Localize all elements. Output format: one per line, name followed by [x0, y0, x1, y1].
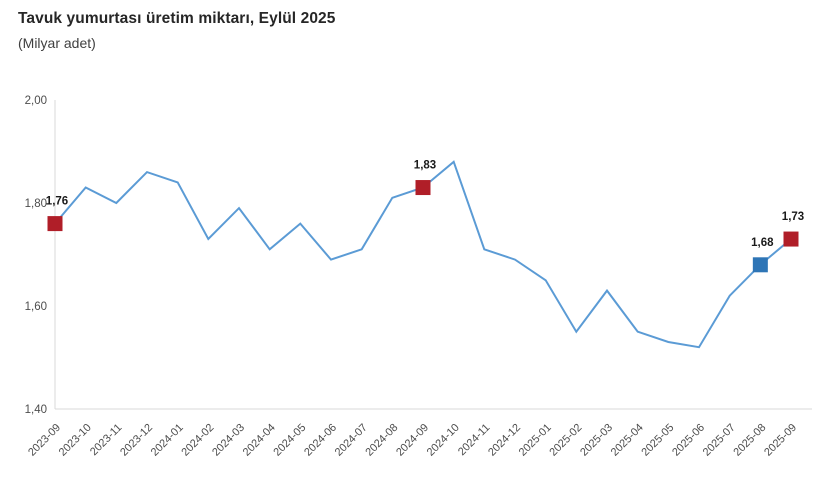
y-tick-label: 1,60 — [25, 301, 47, 313]
x-axis-label: 2025-01 — [517, 422, 554, 459]
data-point-label: 1,73 — [782, 211, 804, 223]
x-axis-label: 2024-07 — [333, 422, 370, 459]
x-axis-label: 2023-11 — [88, 422, 124, 458]
x-axis-label: 2024-04 — [241, 422, 278, 459]
x-axis-label: 2025-07 — [701, 422, 738, 459]
x-axis-label: 2024-09 — [394, 422, 431, 459]
highlight-marker — [752, 257, 768, 273]
chart-header: Tavuk yumurtası üretim miktarı, Eylül 20… — [18, 10, 335, 51]
x-axis-label: 2025-08 — [731, 422, 768, 459]
x-axis-label: 2024-05 — [271, 422, 308, 459]
chart-subtitle: (Milyar adet) — [18, 35, 96, 51]
data-point-label: 1,76 — [46, 196, 68, 208]
data-point-label: 1,83 — [414, 160, 436, 172]
x-axis-label: 2025-02 — [547, 422, 584, 459]
x-axis-label: 2024-12 — [486, 422, 523, 459]
x-axis-label: 2025-09 — [762, 422, 799, 459]
highlight-marker — [415, 180, 431, 196]
data-point-label: 1,68 — [751, 237, 774, 249]
x-axis-label: 2024-11 — [456, 422, 492, 458]
y-tick-label: 2,00 — [25, 95, 47, 107]
y-tick-label: 1,40 — [25, 404, 47, 416]
x-axis-label: 2025-06 — [670, 422, 707, 459]
chart-title: Tavuk yumurtası üretim miktarı, Eylül 20… — [18, 10, 336, 27]
x-axis-label: 2024-03 — [210, 422, 247, 459]
x-axis-label: 2023-10 — [57, 422, 94, 459]
x-axis-label: 2024-10 — [425, 422, 462, 459]
highlight-marker — [783, 231, 799, 247]
y-tick-label: 1,80 — [25, 198, 47, 210]
x-axis-label: 2023-09 — [26, 422, 63, 459]
x-axis-label: 2025-05 — [639, 422, 676, 459]
x-axis-label: 2024-06 — [302, 422, 339, 459]
x-axis-label: 2024-08 — [363, 422, 400, 459]
x-axis-label: 2023-12 — [118, 422, 155, 459]
x-axis-label: 2025-04 — [609, 422, 646, 459]
highlight-marker — [47, 216, 63, 232]
x-axis-label: 2024-02 — [179, 422, 216, 459]
x-axis-label: 2024-01 — [149, 422, 186, 459]
x-axis-label: 2025-03 — [578, 422, 615, 459]
